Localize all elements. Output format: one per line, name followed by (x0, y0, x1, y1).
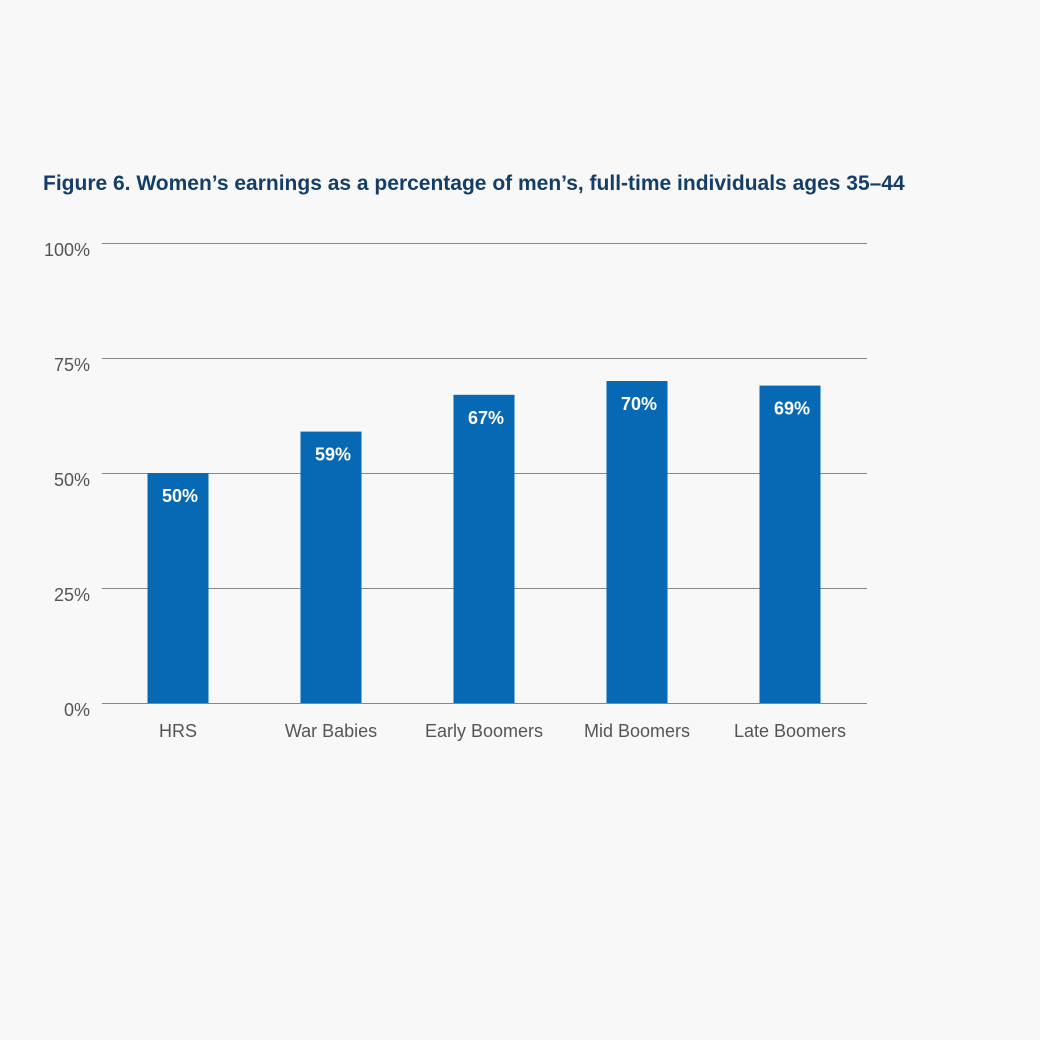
bar (453, 394, 515, 703)
bar (147, 473, 209, 703)
y-tick-label: 100% (44, 240, 90, 260)
bar-value-label: 67% (468, 408, 504, 428)
y-tick-label: 0% (64, 700, 90, 720)
y-tick-label: 25% (54, 585, 90, 605)
bar-value-label: 69% (774, 399, 810, 419)
y-axis-ticks: 0% 25% 50% 75% 100% (44, 240, 90, 720)
x-category-label: Early Boomers (425, 721, 543, 741)
x-category-label: Mid Boomers (584, 721, 690, 741)
bar (300, 431, 362, 703)
bar-value-label: 70% (621, 394, 657, 414)
bars: 50% 59% 67% 70% 69% (147, 381, 821, 703)
bar-value-label: 59% (315, 445, 351, 465)
y-tick-label: 50% (54, 470, 90, 490)
bar-value-label: 50% (162, 486, 198, 506)
y-tick-label: 75% (54, 355, 90, 375)
x-axis-labels: HRS War Babies Early Boomers Mid Boomers Lat… (159, 721, 846, 741)
bar (759, 385, 821, 703)
x-category-label: Late Boomers (734, 721, 846, 741)
x-category-label: War Babies (285, 721, 377, 741)
bar (606, 381, 668, 703)
chart-title: Figure 6. Women’s earnings as a percenta… (43, 172, 905, 195)
x-category-label: HRS (159, 721, 197, 741)
